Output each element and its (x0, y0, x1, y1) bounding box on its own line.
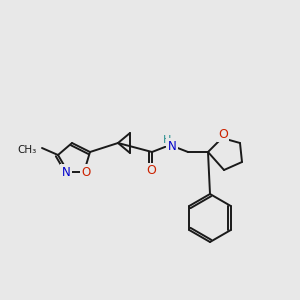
Text: N: N (168, 140, 176, 152)
Text: H: H (163, 135, 171, 145)
Text: O: O (81, 166, 91, 178)
Text: O: O (146, 164, 156, 178)
Text: O: O (218, 128, 228, 140)
Text: N: N (61, 166, 70, 178)
Text: CH₃: CH₃ (18, 145, 37, 155)
